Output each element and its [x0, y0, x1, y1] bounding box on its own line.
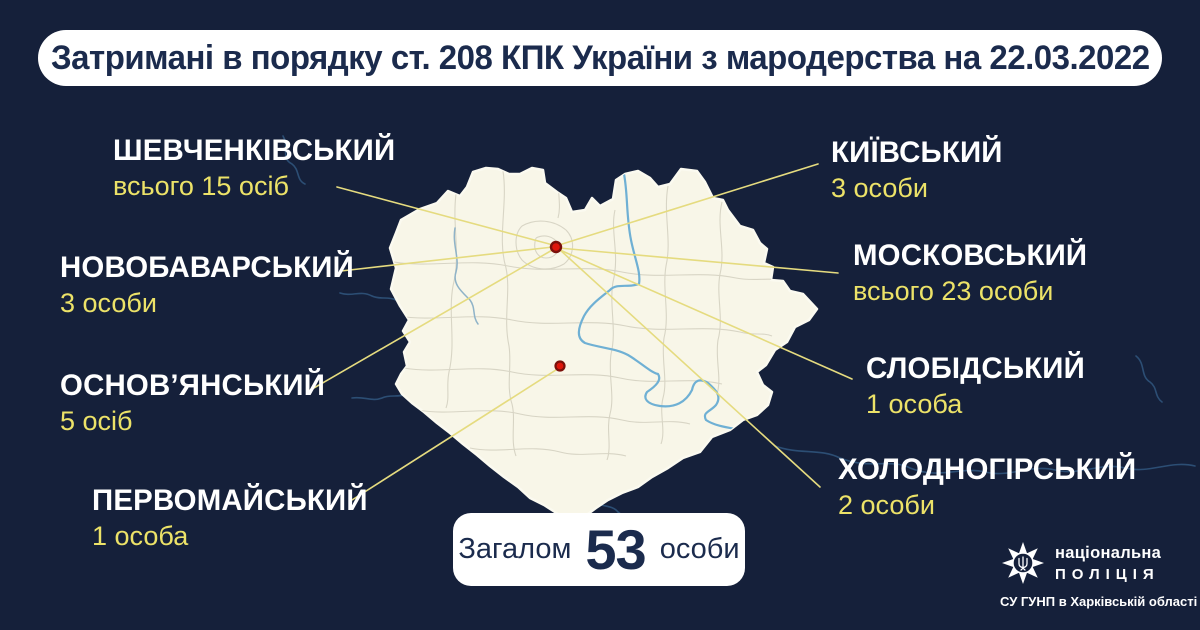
district-label-slobidskyi: СЛОБІДСЬКИЙ 1 особа — [866, 354, 1089, 418]
rivers — [453, 172, 777, 448]
district-name: ОСНОВ’ЯНСЬКИЙ — [60, 369, 326, 402]
district-name: ХОЛОДНОГІРСЬКИЙ — [838, 453, 1137, 486]
leader-line-kholodnohirskyi — [558, 248, 821, 488]
total-prefix: Загалом — [458, 533, 572, 565]
district-label-novobavarskyi: НОВОБАВАРСЬКИЙ 3 особи — [60, 253, 360, 317]
district-count: 5 осіб — [60, 406, 133, 436]
district-count: 1 особа — [92, 521, 189, 551]
leader-line-moskovskyi — [558, 247, 839, 274]
oblast-shape — [388, 166, 819, 538]
marker-kharkiv-city — [549, 240, 563, 254]
district-label-pervomaiskyi: ПЕРВОМАЙСЬКИЙ 1 особа — [92, 486, 373, 550]
district-name: ШЕВЧЕНКІВСЬКИЙ — [113, 134, 396, 167]
police-logo: національна ПОЛІЦІЯ СУ ГУНП в Харківські… — [1000, 540, 1198, 609]
district-count: 1 особа — [866, 389, 963, 419]
leader-line-kyivskyi — [558, 163, 819, 246]
tryzub-icon — [1018, 556, 1028, 571]
marker-south-district — [554, 360, 566, 372]
district-count: всього 23 особи — [853, 276, 1054, 306]
district-label-moskovskyi: МОСКОВСЬКИЙ всього 23 особи — [853, 241, 1092, 305]
district-name: СЛОБІДСЬКИЙ — [866, 352, 1085, 385]
page-title: Затримані в порядку ст. 208 КПК України … — [50, 38, 1150, 77]
leader-line-osnovianskyi — [306, 248, 555, 393]
logo-line2: ПОЛІЦІЯ — [1055, 565, 1160, 583]
total-suffix: особи — [659, 533, 740, 565]
district-name: ПЕРВОМАЙСЬКИЙ — [92, 484, 368, 517]
district-label-osnovianskyi: ОСНОВ’ЯНСЬКИЙ 5 осіб — [60, 371, 331, 435]
district-name: МОСКОВСЬКИЙ — [853, 239, 1088, 272]
district-name: НОВОБАВАРСЬКИЙ — [60, 251, 354, 284]
total-box: Загалом 53 особи — [453, 513, 745, 586]
logo-subtitle: СУ ГУНП в Харківській області — [1000, 594, 1198, 609]
total-value: 53 — [585, 518, 646, 581]
district-count: 2 особи — [838, 490, 935, 520]
district-label-kholodnohirskyi: ХОЛОДНОГІРСЬКИЙ 2 особи — [838, 455, 1142, 519]
logo-line1: національна — [1055, 543, 1162, 562]
leader-line-slobidskyi — [559, 249, 853, 380]
siverskyi-donets-river — [577, 172, 777, 448]
leader-line-novobavarskyi — [340, 246, 554, 272]
leader-line-pervomaiskyi — [351, 367, 560, 501]
district-count: всього 15 осіб — [113, 171, 289, 201]
header-banner: Затримані в порядку ст. 208 КПК України … — [38, 30, 1162, 86]
leader-line-shevchenkivskyi — [336, 186, 554, 246]
district-count: 3 особи — [831, 173, 928, 203]
district-label-kyivskyi: КИЇВСЬКИЙ 3 особи — [831, 138, 1006, 202]
police-star-icon — [1002, 542, 1044, 584]
district-label-shevchenkivskyi: ШЕВЧЕНКІВСЬКИЙ всього 15 осіб — [113, 136, 401, 200]
leader-lines — [306, 163, 853, 501]
district-count: 3 особи — [60, 288, 157, 318]
district-name: КИЇВСЬКИЙ — [831, 136, 1003, 169]
